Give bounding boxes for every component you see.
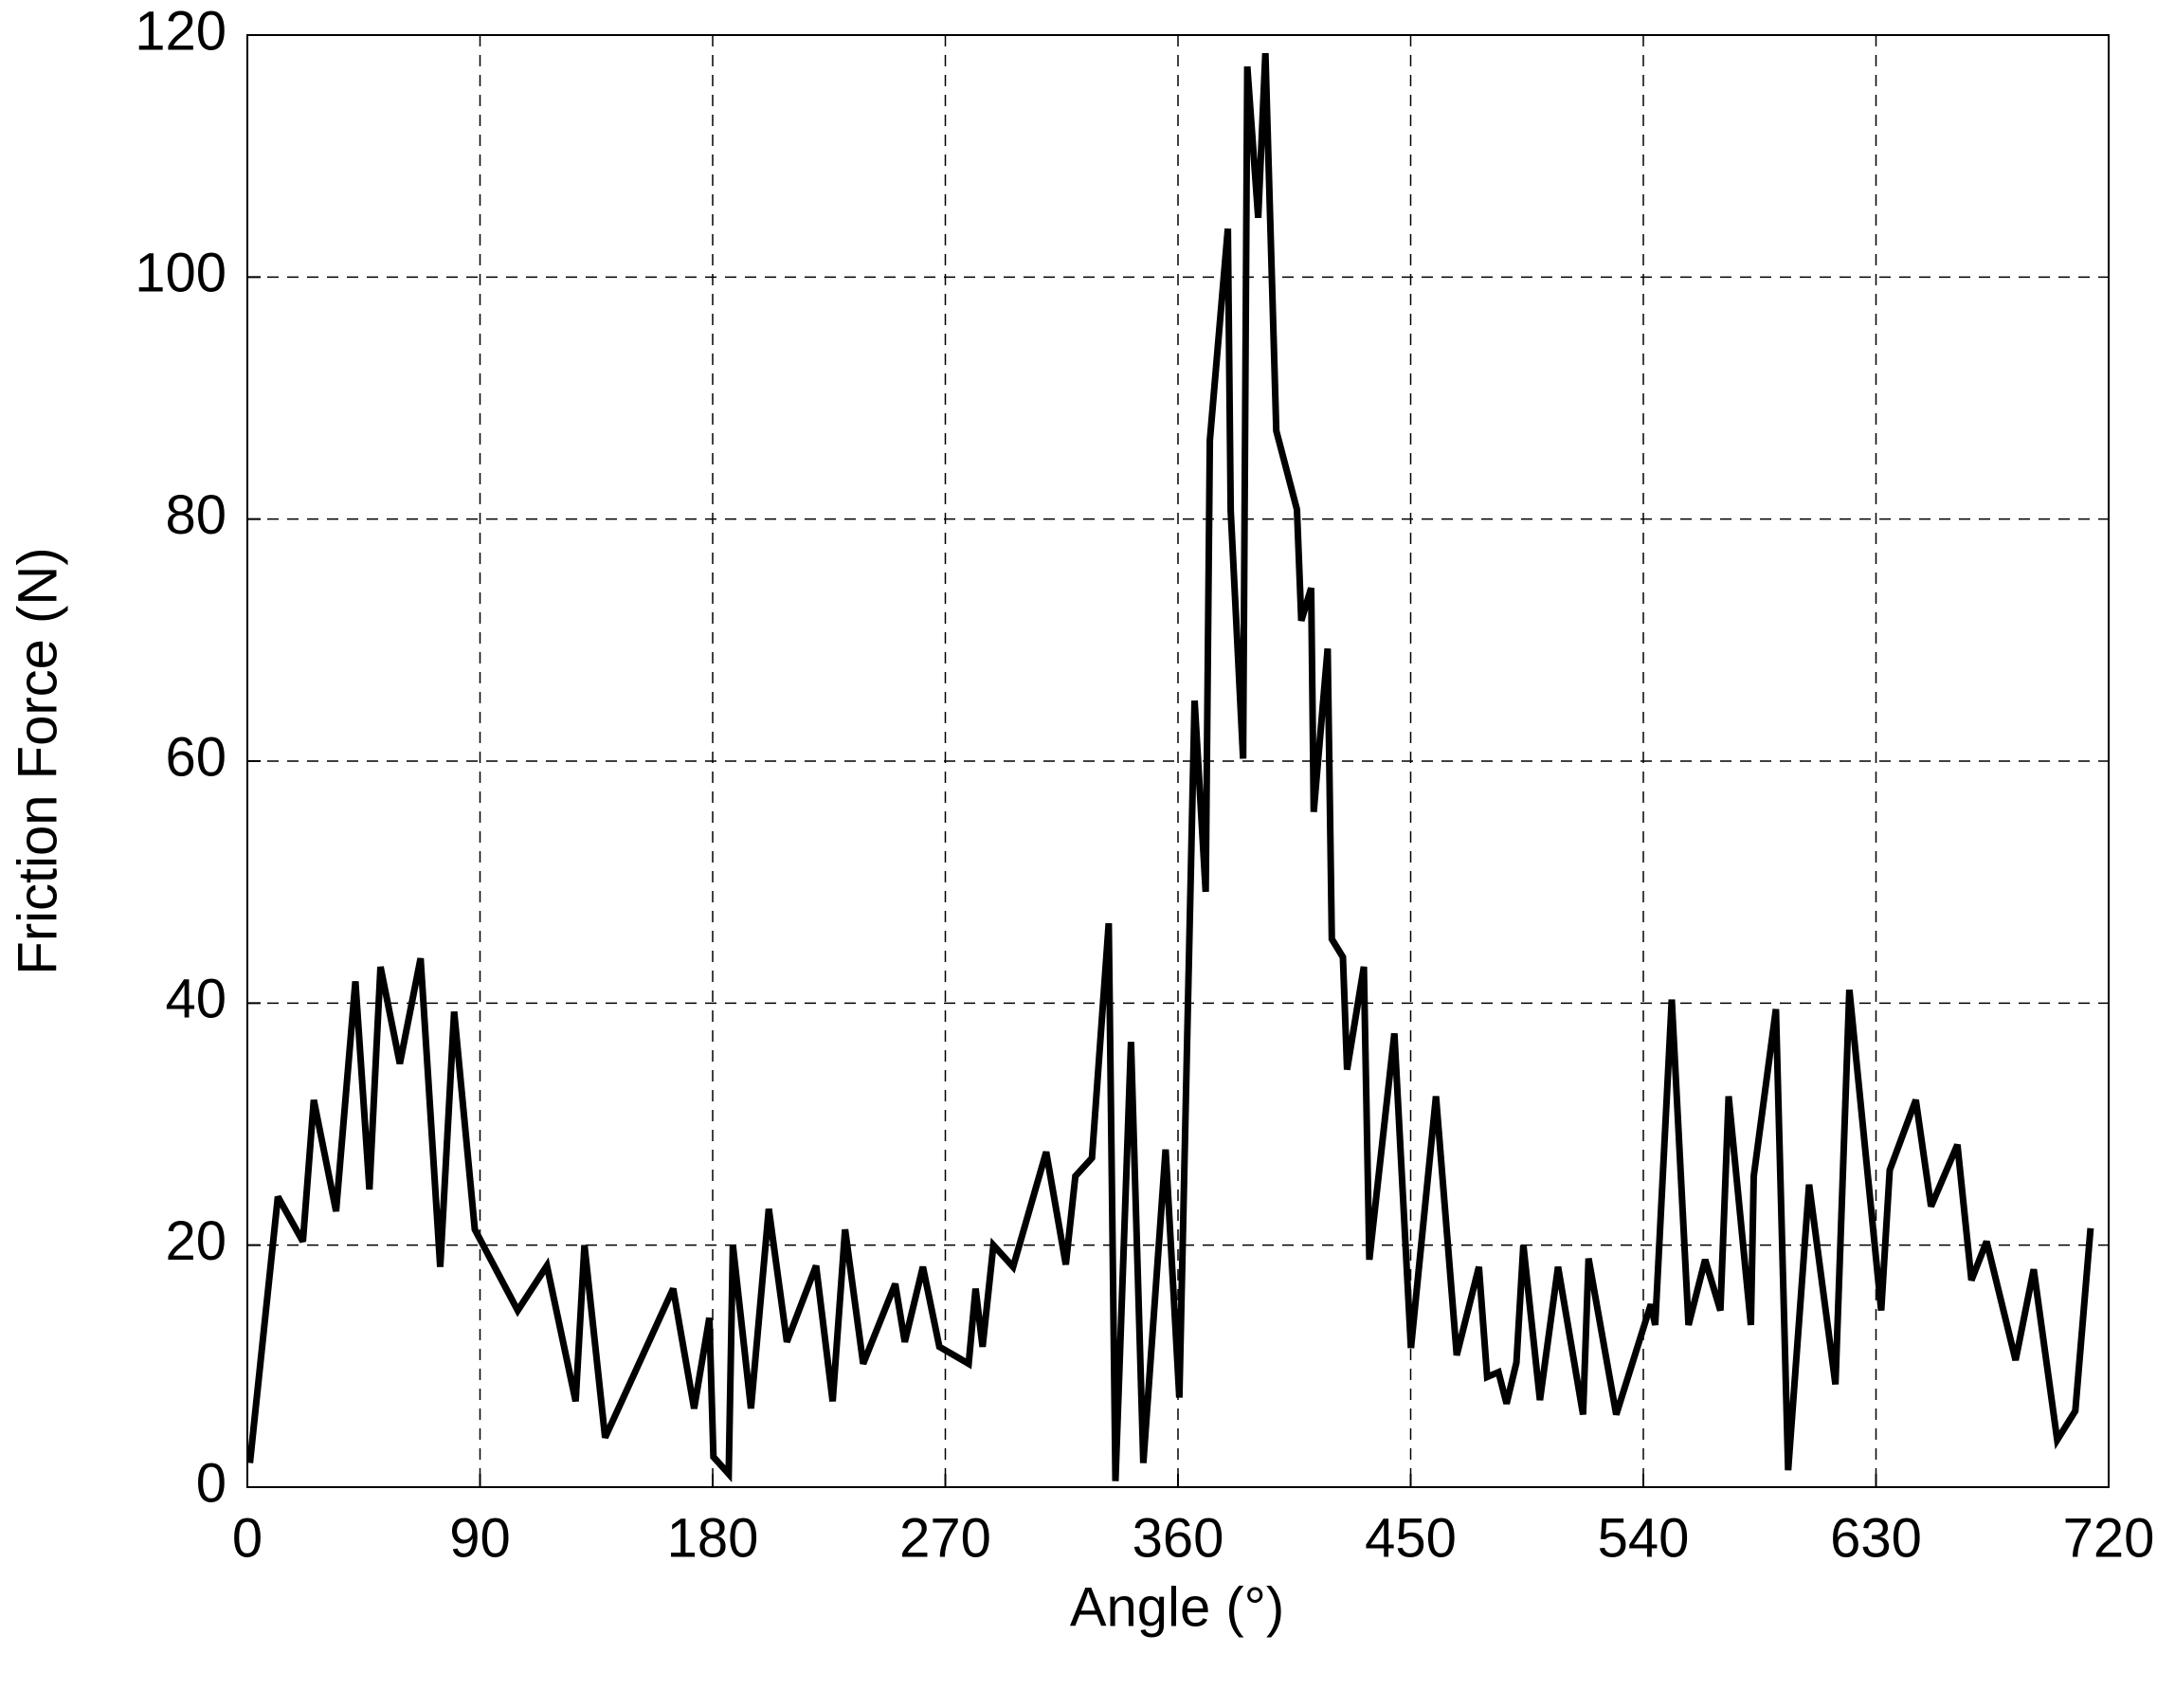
y-tick-label: 120 xyxy=(135,0,227,62)
x-tick-label: 180 xyxy=(667,1507,759,1569)
x-tick-label: 540 xyxy=(1598,1507,1690,1569)
x-tick-label: 360 xyxy=(1133,1507,1224,1569)
y-tick-label: 80 xyxy=(165,484,227,546)
y-tick-label: 20 xyxy=(165,1210,227,1272)
y-axis-label: Friction Force (N) xyxy=(7,547,68,974)
y-tick-label: 40 xyxy=(165,969,227,1030)
y-tick-label: 100 xyxy=(135,243,227,304)
data-line xyxy=(246,52,2094,1482)
x-axis-label: Angle (°) xyxy=(1070,1576,1284,1638)
x-tick-label: 0 xyxy=(232,1507,263,1569)
x-tick-label: 720 xyxy=(2063,1507,2155,1569)
plot-frame xyxy=(246,34,2110,1488)
y-tick-label: 0 xyxy=(196,1452,227,1514)
x-tick-label: 90 xyxy=(449,1507,511,1569)
y-tick-label: 60 xyxy=(165,726,227,788)
x-tick-label: 270 xyxy=(899,1507,991,1569)
x-tick-label: 450 xyxy=(1365,1507,1457,1569)
x-tick-label: 630 xyxy=(1830,1507,1922,1569)
